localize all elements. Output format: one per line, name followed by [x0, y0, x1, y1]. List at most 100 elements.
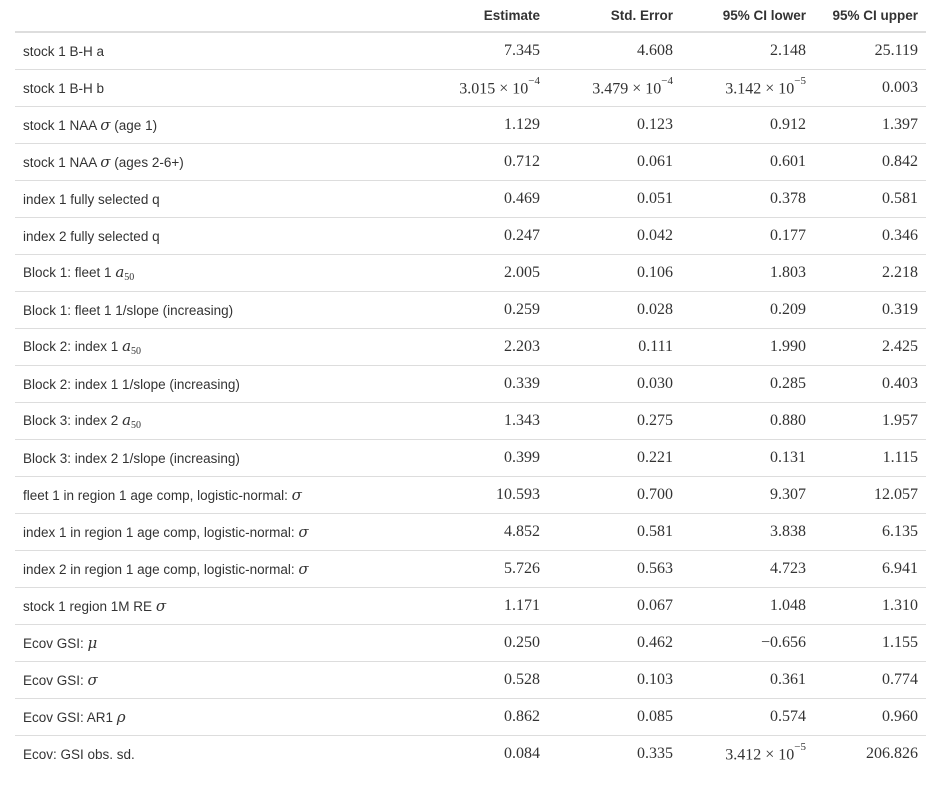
ci-lower-cell: 0.131 — [681, 439, 814, 477]
std-error-cell: 0.051 — [548, 180, 681, 218]
estimate-cell: 7.345 — [415, 31, 548, 70]
std-error-cell: 0.221 — [548, 439, 681, 477]
parameter-symbol: σ — [100, 153, 111, 171]
estimate-cell: 0.247 — [415, 217, 548, 255]
parameter-label: Ecov: GSI obs. sd. — [15, 735, 415, 772]
ci-lower-cell: 4.723 — [681, 550, 814, 588]
estimate-cell: 1.129 — [415, 106, 548, 144]
std-error-cell: 0.085 — [548, 698, 681, 736]
table-row: Block 1: fleet 1 1/slope (increasing) 0.2… — [15, 291, 926, 329]
parameter-label-text: Ecov GSI: — [23, 673, 88, 688]
std-error-cell: 0.581 — [548, 513, 681, 551]
ci-upper-cell: 0.960 — [814, 698, 926, 736]
estimate-cell: 0.399 — [415, 439, 548, 477]
value-mantissa: 3.479 — [592, 80, 629, 98]
table-row: index 1 in region 1 age comp, logistic-n… — [15, 513, 926, 551]
parameter-label-text: Block 3: index 2 1/slope (increasing) — [23, 450, 240, 466]
table-row: Ecov GSI: AR1 ρ 0.862 0.085 0.574 0.960 — [15, 698, 926, 736]
parameter-label-text: Block 1: fleet 1 1/slope (increasing) — [23, 302, 234, 318]
ci-upper-cell: 0.403 — [814, 365, 926, 403]
table-header: Estimate Std. Error 95% CI lower 95% CI … — [15, 0, 926, 33]
ci-upper-cell: 0.003 — [814, 69, 926, 107]
parameter-label: Ecov GSI: μ — [15, 624, 415, 662]
ci-lower-cell: 0.880 — [681, 402, 814, 440]
std-error-cell: 0.061 — [548, 143, 681, 181]
estimate-cell: 2.203 — [415, 328, 548, 366]
estimate-cell: 5.726 — [415, 550, 548, 588]
table-row: index 2 fully selected q 0.247 0.042 0.177 0… — [15, 217, 926, 255]
parameter-label-text: index 1 in region 1 age comp, logistic-n… — [23, 525, 299, 540]
table-row: Ecov GSI: μ 0.250 0.462 −0.656 1.155 — [15, 624, 926, 662]
estimate-cell: 0.862 — [415, 698, 548, 736]
parameter-label-text: Block 1: fleet 1 — [23, 265, 116, 280]
parameter-label: index 1 fully selected q — [15, 180, 415, 218]
parameter-label-text: stock 1 NAA — [23, 118, 101, 133]
table-row: Block 2: index 1 1/slope (increasing) 0.3… — [15, 365, 926, 403]
ci-lower-cell: 0.285 — [681, 365, 814, 403]
table-row: Ecov GSI: σ 0.528 0.103 0.361 0.774 — [15, 661, 926, 699]
header-row: Estimate Std. Error 95% CI lower 95% CI … — [15, 0, 926, 33]
table-row: stock 1 NAA σ (ages 2-6+) 0.712 0.061 0.601… — [15, 143, 926, 181]
table-row: stock 1 B-H b 3.015 × 10−4 3.479 × 10−4 3.142 × 1… — [15, 69, 926, 107]
parameter-label-text: Ecov GSI: AR1 — [23, 710, 117, 725]
parameter-symbol: ρ — [116, 708, 126, 726]
times-sign: × — [632, 80, 642, 98]
parameter-symbol: a — [122, 337, 132, 355]
estimate-cell: 3.015 × 10−4 — [415, 69, 548, 107]
value-mantissa: 3.412 — [725, 746, 762, 764]
table-row: Block 2: index 1 a50 2.203 0.111 1.990 2.425 — [15, 328, 926, 366]
ci-upper-cell: 1.310 — [814, 587, 926, 625]
std-error-cell: 3.479 × 10−4 — [548, 69, 681, 107]
std-error-cell: 0.042 — [548, 217, 681, 255]
parameter-label-suffix: (ages 2-6+) — [110, 155, 184, 170]
estimate-cell: 0.084 — [415, 735, 548, 772]
parameter-label-text: Ecov: GSI obs. sd. — [23, 746, 135, 762]
value-base: 10 — [645, 80, 662, 98]
parameter-label: Block 2: index 1 a50 — [15, 328, 415, 366]
ci-upper-cell: 6.135 — [814, 513, 926, 551]
table-row: index 2 in region 1 age comp, logistic-n… — [15, 550, 926, 588]
parameter-label-text: stock 1 B-H b — [23, 80, 105, 96]
parameter-label-suffix: (age 1) — [110, 118, 158, 133]
std-error-cell: 0.030 — [548, 365, 681, 403]
parameter-label: stock 1 B-H a — [15, 31, 415, 70]
times-sign: × — [765, 746, 775, 764]
ci-upper-cell: 0.346 — [814, 217, 926, 255]
ci-lower-cell: 9.307 — [681, 476, 814, 514]
value-exponent: −5 — [794, 740, 806, 753]
ci-upper-cell: 2.425 — [814, 328, 926, 366]
std-error-cell: 4.608 — [548, 31, 681, 70]
parameter-label: stock 1 NAA σ (ages 2-6+) — [15, 143, 415, 181]
table-row: stock 1 NAA σ (age 1) 1.129 0.123 0.912 1.39… — [15, 106, 926, 144]
ci-upper-cell: 1.115 — [814, 439, 926, 477]
parameter-label-text: Ecov GSI: — [23, 636, 88, 651]
value-base: 10 — [512, 80, 529, 98]
parameter-label-text: fleet 1 in region 1 age comp, logistic-n… — [23, 488, 292, 503]
header-ci-lower: 95% CI lower — [681, 0, 814, 33]
ci-upper-cell: 12.057 — [814, 476, 926, 514]
estimate-cell: 1.171 — [415, 587, 548, 625]
header-ci-upper: 95% CI upper — [814, 0, 926, 33]
parameter-label: stock 1 region 1M RE σ — [15, 587, 415, 625]
parameter-label: Block 1: fleet 1 a50 — [15, 254, 415, 292]
parameter-label-text: stock 1 B-H a — [23, 43, 105, 59]
ci-upper-cell: 0.581 — [814, 180, 926, 218]
ci-lower-cell: 3.412 × 10−5 — [681, 735, 814, 772]
parameter-label: Ecov GSI: σ — [15, 661, 415, 699]
std-error-cell: 0.103 — [548, 661, 681, 699]
ci-lower-cell: 3.838 — [681, 513, 814, 551]
table-row: index 1 fully selected q 0.469 0.051 0.378 0… — [15, 180, 926, 218]
parameter-symbol: σ — [87, 671, 98, 689]
ci-lower-cell: 0.378 — [681, 180, 814, 218]
parameter-label: Block 1: fleet 1 1/slope (increasing) — [15, 291, 415, 329]
estimate-cell: 0.528 — [415, 661, 548, 699]
ci-lower-cell: 3.142 × 10−5 — [681, 69, 814, 107]
parameter-subscript: 50 — [131, 346, 142, 357]
parameter-label: fleet 1 in region 1 age comp, logistic-n… — [15, 476, 415, 514]
estimate-cell: 0.339 — [415, 365, 548, 403]
ci-upper-cell: 1.957 — [814, 402, 926, 440]
parameter-label-text: index 1 fully selected q — [23, 191, 160, 207]
table-row: Ecov: GSI obs. sd. 0.084 0.335 3.412 × 10−5 20… — [15, 735, 926, 772]
parameter-label: stock 1 NAA σ (age 1) — [15, 106, 415, 144]
std-error-cell: 0.563 — [548, 550, 681, 588]
